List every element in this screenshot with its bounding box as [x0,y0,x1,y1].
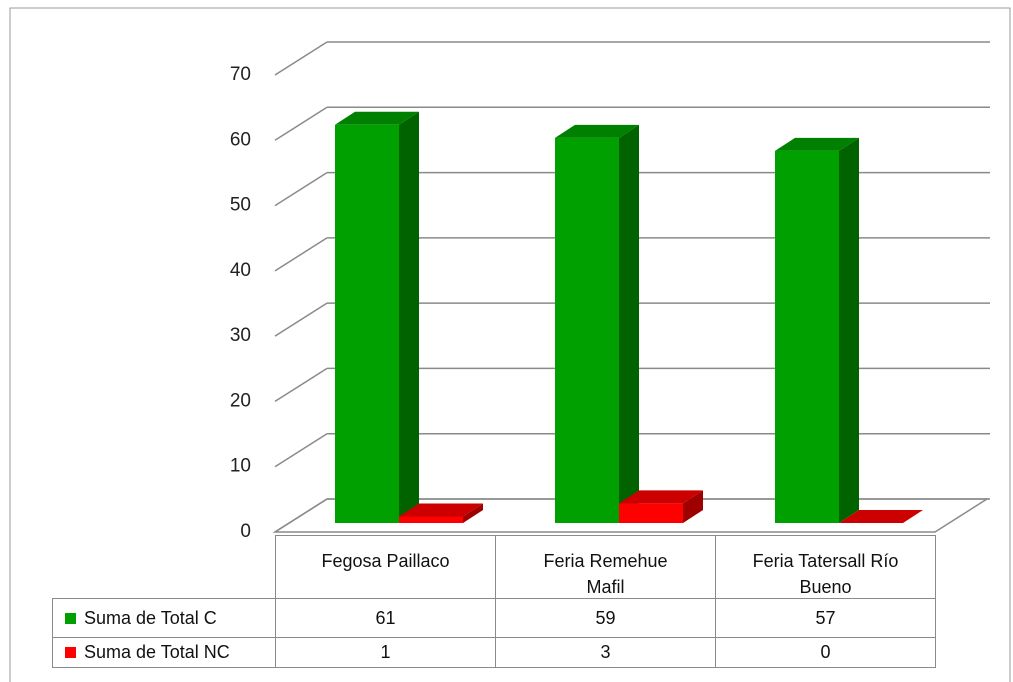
grid-line [274,41,328,76]
grid-line [274,367,328,403]
bar-face [399,111,419,523]
table-value: 1 [275,637,496,668]
y-tick-label: 50 [230,195,251,216]
y-tick-label: 40 [230,260,251,281]
chart-border [9,7,1011,682]
y-tick-label: 20 [230,390,251,411]
bar-face [399,503,483,517]
x-tick-label: Feria Tatersall Río Bueno [715,535,936,599]
bar-face [775,150,839,523]
legend-entry: Suma de Total C [52,598,276,638]
y-tick-label: 60 [230,129,251,150]
table-value: 57 [715,598,936,638]
x-tick-label: Feria Remehue Mafil [495,535,716,599]
bar [335,111,419,523]
y-tick-label: 30 [230,325,251,346]
legend-swatch [65,647,76,658]
bar-face [619,490,703,504]
legend-entry: Suma de Total NC [52,637,276,668]
bar-face [839,510,923,523]
table-value: 3 [495,637,716,668]
bar-face [555,137,619,524]
bar [619,490,703,523]
bar-face [335,124,399,523]
grid-line [274,433,328,468]
legend-label: Suma de Total C [84,607,217,628]
y-tick-label: 70 [230,64,251,85]
y-tick-label: 10 [230,456,251,477]
bar [839,510,923,523]
bar [555,124,639,524]
bar-face [335,111,419,125]
bar-face [463,503,483,523]
bar-face [399,516,463,523]
bar-face [839,137,859,523]
bar-face [619,503,683,523]
grid-line [274,498,328,533]
y-tick-label: 0 [240,521,251,542]
table-value: 59 [495,598,716,638]
grid-line [274,302,328,337]
bar-face [555,124,639,138]
grid-line [274,171,328,207]
table-value: 61 [275,598,496,638]
bar-face [775,137,859,151]
legend-label: Suma de Total NC [84,642,230,662]
x-tick-label: Fegosa Paillaco [275,535,496,599]
bar-face [619,124,639,524]
bar [775,137,859,523]
bar [399,503,483,523]
grid-line [274,237,328,272]
grid-line [274,106,328,141]
legend-swatch [65,612,76,624]
table-value: 0 [715,637,936,668]
bar-face [683,490,703,523]
